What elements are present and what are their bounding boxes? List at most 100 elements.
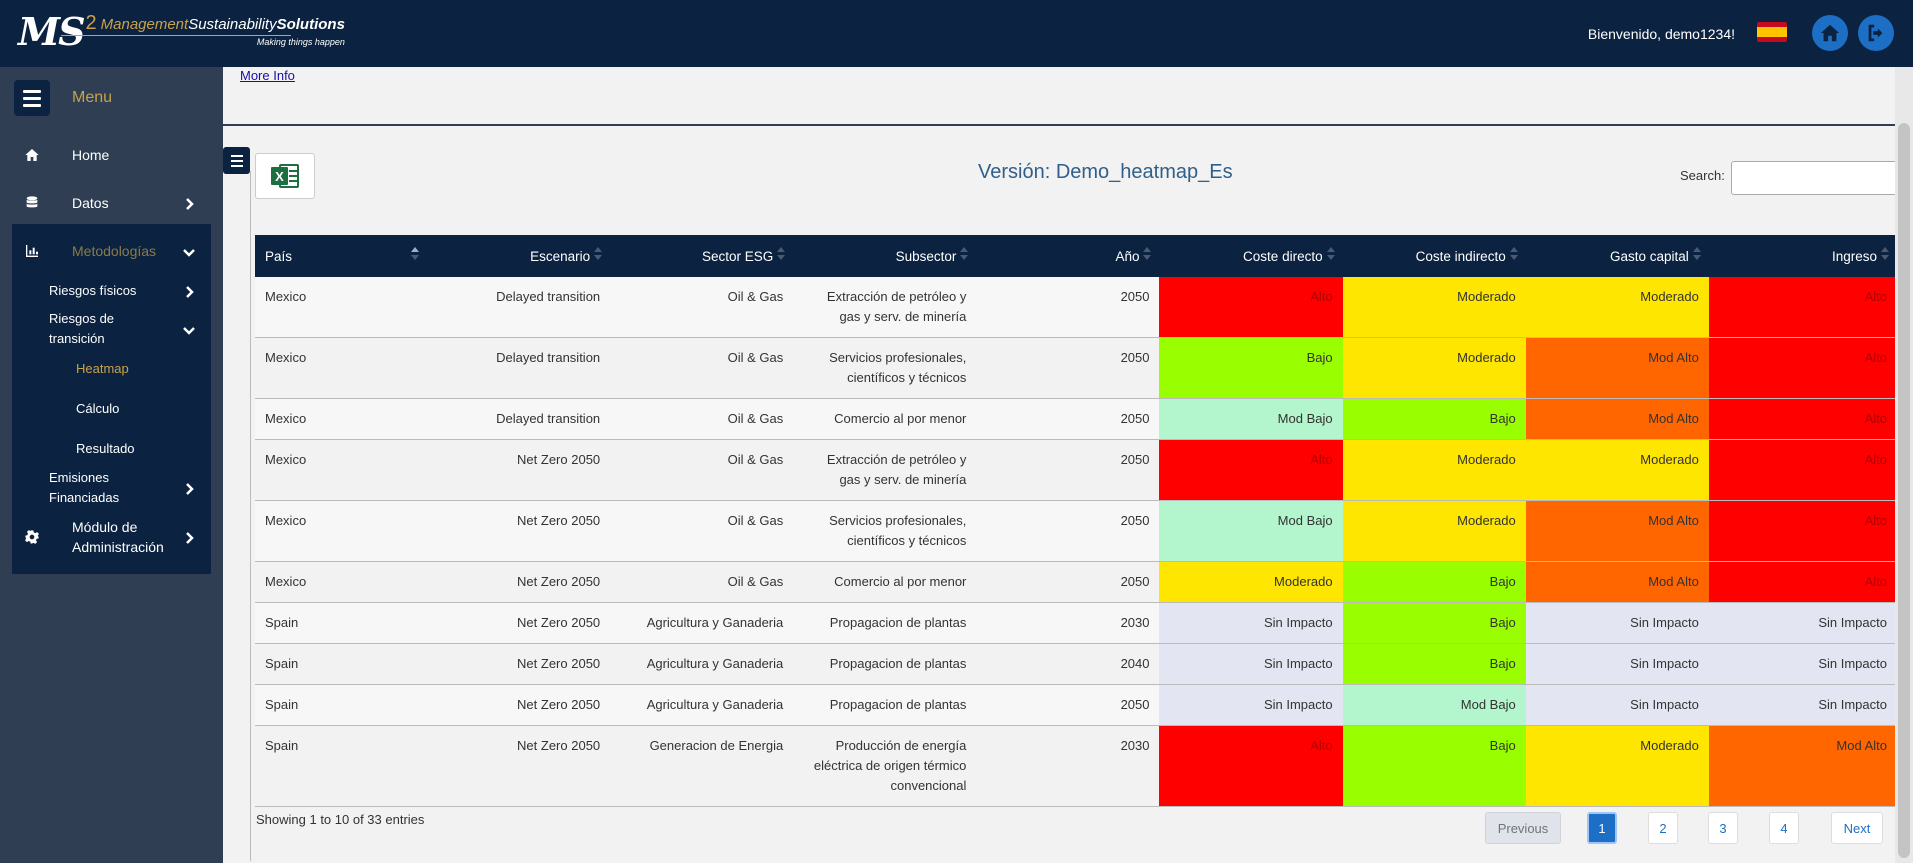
table-cell-ingreso: Alto [1708,337,1897,399]
next-page-button[interactable]: Next [1831,812,1883,844]
home-button[interactable] [1812,15,1848,51]
search-label: Search: [1680,168,1725,183]
column-header-ano[interactable]: Año [976,235,1160,277]
table-cell-sector-esg: Oil & Gas [610,500,794,562]
table-row: Mexico Net Zero 2050 Oil & Gas Comercio al … [255,561,1897,603]
table-cell-ano: 2030 [976,602,1160,644]
table-cell-escenario: Delayed transition [427,277,611,338]
welcome-text: Bienvenido, demo1234! [1587,26,1735,42]
column-header-label: Sector ESG [701,248,774,264]
page-2-button[interactable]: 2 [1648,812,1678,844]
sidebar-item-riesgos-fisicos[interactable]: Riesgos físicos [0,273,223,309]
table-cell-coste-indirecto: Bajo [1342,725,1526,807]
version-title: Versión: Demo_heatmap_Es [978,161,1233,183]
column-header-coste-directo[interactable]: Coste directo [1159,235,1343,277]
page-3-button[interactable]: 3 [1708,812,1738,844]
table-cell-coste-directo: Mod Bajo [1159,500,1343,562]
column-header-sector-esg[interactable]: Sector ESG [610,235,794,277]
column-header-pais[interactable]: País [255,235,428,277]
table-cell-escenario: Net Zero 2050 [427,500,611,562]
table-cell-subsector: Servicios profesionales, científicos y t… [793,500,977,562]
sidebar: Menu Home Datos Metodologías Riesgos fís… [0,67,223,863]
page-1-button[interactable]: 1 [1587,812,1617,844]
spain-flag-icon[interactable] [1757,22,1787,42]
sidebar-item-calculo[interactable]: Cálculo [76,401,120,416]
table-cell-coste-directo: Bajo [1159,337,1343,399]
table-cell-ano: 2050 [976,277,1160,338]
column-header-label: País [265,248,293,264]
table-cell-pais: Mexico [255,277,428,338]
table-row: Mexico Delayed transition Oil & Gas Servici… [255,337,1897,399]
sort-icon [777,247,786,263]
sidebar-item-datos[interactable]: Datos [0,185,223,221]
table-cell-ingreso: Alto [1708,398,1897,440]
table-cell-coste-directo: Moderado [1159,561,1343,603]
gear-icon [24,529,40,545]
table-cell-pais: Spain [255,602,428,644]
table-cell-gasto-capital: Mod Alto [1525,337,1709,399]
vertical-scrollbar[interactable] [1895,67,1913,863]
table-cell-ingreso: Alto [1708,277,1897,338]
table-cell-subsector: Propagacion de plantas [793,602,977,644]
table-cell-coste-indirecto: Moderado [1342,337,1526,399]
column-header-label: Ingreso [1831,248,1877,264]
sidebar-item-riesgos-transicion[interactable]: Riesgos de transición [0,305,223,353]
export-excel-button[interactable]: X [255,153,315,199]
table-cell-ano: 2050 [976,684,1160,726]
column-header-ingreso[interactable]: Ingreso [1708,235,1897,277]
sort-icon [1143,247,1152,263]
column-header-gasto-capital[interactable]: Gasto capital [1525,235,1709,277]
page-4-button[interactable]: 4 [1769,812,1799,844]
panel-toggle-button[interactable] [223,147,250,174]
chevron-right-icon [183,197,195,210]
table-cell-pais: Spain [255,684,428,726]
table-cell-coste-directo: Alto [1159,725,1343,807]
table-cell-sector-esg: Agricultura y Ganaderia [610,602,794,644]
column-header-escenario[interactable]: Escenario [427,235,611,277]
logo-superscript: 2 [85,12,97,34]
previous-page-button[interactable]: Previous [1485,812,1561,844]
table-cell-coste-directo: Alto [1159,439,1343,501]
table-cell-ingreso: Alto [1708,561,1897,603]
table-cell-coste-indirecto: Moderado [1342,277,1526,338]
menu-toggle-button[interactable] [14,80,50,116]
table-cell-pais: Mexico [255,500,428,562]
scrollbar-thumb[interactable] [1898,123,1910,858]
table-cell-subsector: Propagacion de plantas [793,684,977,726]
column-header-subsector[interactable]: Subsector [793,235,977,277]
table-cell-pais: Spain [255,725,428,807]
table-cell-coste-indirecto: Bajo [1342,602,1526,644]
table-row: Mexico Net Zero 2050 Oil & Gas Servicios pr… [255,500,1897,562]
sidebar-item-home[interactable]: Home [0,137,223,173]
table-cell-ano: 2040 [976,643,1160,685]
table-cell-sector-esg: Oil & Gas [610,337,794,399]
table-row: Spain Net Zero 2050 Agricultura y Ganaderi… [255,684,1897,726]
table-cell-sector-esg: Agricultura y Ganaderia [610,684,794,726]
table-cell-ingreso: Alto [1708,500,1897,562]
search-input[interactable] [1731,161,1897,195]
sidebar-item-resultado[interactable]: Resultado [76,441,135,456]
ms2-logo[interactable]: MS 2 ManagementSustainabilitySolutions M… [18,12,345,56]
column-header-label: Coste directo [1243,248,1323,264]
logout-button[interactable] [1858,15,1894,51]
sort-icon [960,247,969,263]
table-cell-escenario: Net Zero 2050 [427,684,611,726]
table-cell-ingreso: Sin Impacto [1708,684,1897,726]
table-cell-subsector: Producción de energía eléctrica de orige… [793,725,977,807]
sidebar-item-emisiones[interactable]: Emisiones Financiadas [0,464,223,512]
chevron-down-icon [183,323,195,335]
table-cell-ano: 2050 [976,337,1160,399]
table-cell-gasto-capital: Mod Alto [1525,500,1709,562]
top-bar: MS 2 ManagementSustainabilitySolutions M… [0,0,1913,67]
sidebar-item-heatmap[interactable]: Heatmap [76,361,129,376]
sidebar-item-metodologias[interactable]: Metodologías [0,233,223,269]
table-header-row: País Escenario Sector ESG Subsector Año Coste… [255,235,1897,277]
table-cell-pais: Spain [255,643,428,685]
table-cell-coste-indirecto: Mod Bajo [1342,684,1526,726]
table-cell-coste-directo: Alto [1159,277,1343,338]
more-info-link[interactable]: More Info [240,68,295,83]
column-header-coste-indirecto[interactable]: Coste indirecto [1342,235,1526,277]
sidebar-item-modulo-administracion[interactable]: Módulo de Administración [0,513,223,561]
table-cell-sector-esg: Oil & Gas [610,439,794,501]
table-row: Mexico Net Zero 2050 Oil & Gas Extracción d… [255,439,1897,501]
